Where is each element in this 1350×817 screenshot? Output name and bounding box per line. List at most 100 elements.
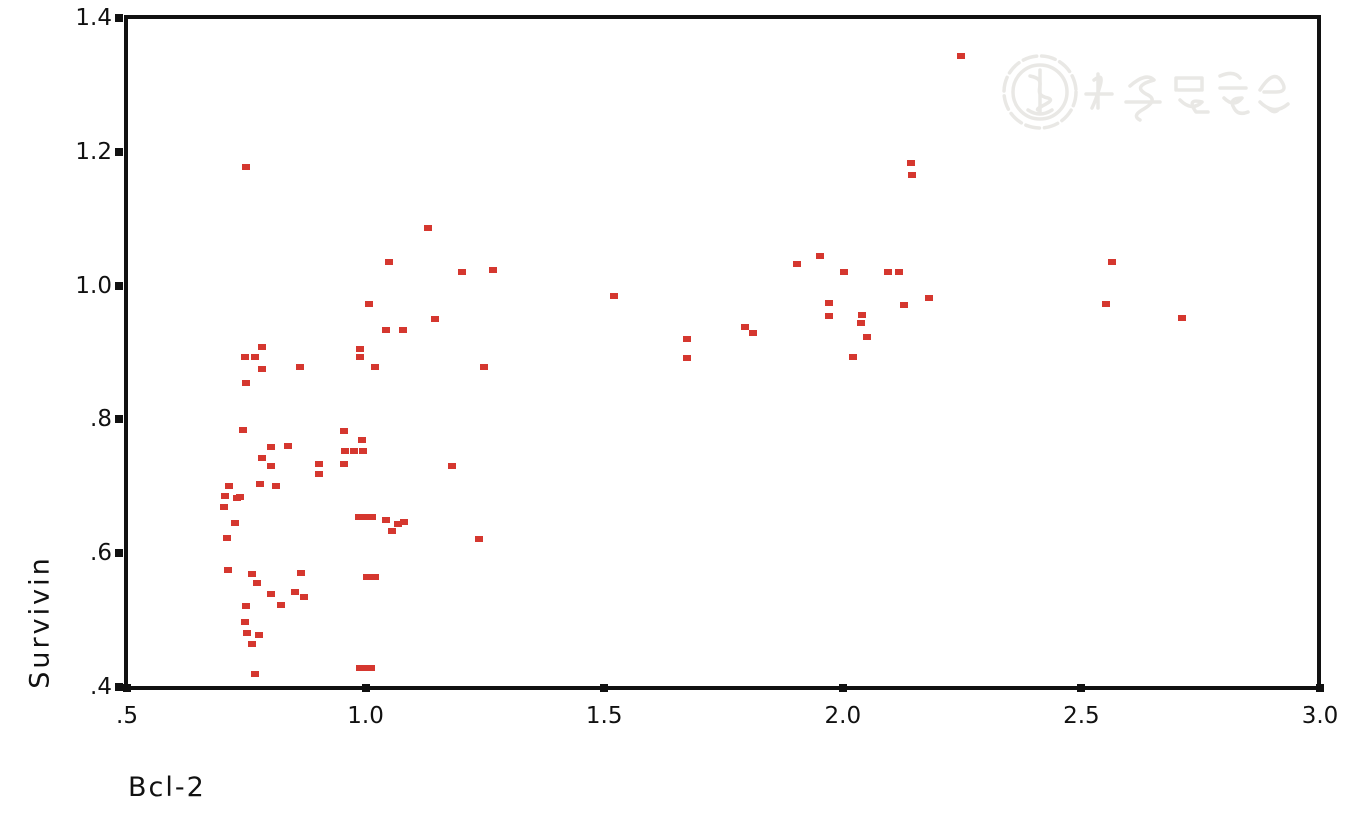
y-tick-mark [115, 14, 123, 22]
data-point [242, 163, 251, 170]
data-point [423, 224, 432, 231]
data-point [243, 629, 252, 636]
watermark-text-strokes [1084, 71, 1290, 122]
data-point [840, 269, 849, 276]
data-point [241, 354, 250, 361]
x-tick-mark [123, 684, 131, 692]
data-point [295, 364, 304, 371]
data-point [251, 670, 260, 677]
plot-area [124, 15, 1321, 690]
data-point [356, 346, 365, 353]
x-tick-mark [838, 684, 847, 692]
data-point [257, 365, 266, 372]
y-axis-title: Survivin [24, 555, 56, 689]
data-point [793, 261, 802, 268]
data-point [223, 567, 232, 574]
data-point [367, 665, 376, 672]
data-point [297, 570, 306, 577]
data-point [741, 324, 750, 331]
data-point [610, 292, 619, 299]
data-point [385, 259, 394, 266]
data-point [300, 593, 309, 600]
x-axis-title: Bcl-2 [128, 772, 206, 803]
data-point [824, 300, 833, 307]
data-point [257, 344, 266, 351]
y-tick-mark [115, 281, 123, 290]
data-point [356, 354, 365, 361]
data-point [242, 603, 251, 610]
watermark [1002, 54, 1290, 130]
x-tick-label: 1.5 [585, 703, 623, 729]
data-point [458, 268, 467, 275]
data-point [221, 492, 230, 499]
data-point [749, 329, 758, 336]
data-point [382, 326, 391, 333]
data-point [381, 516, 390, 523]
y-tick-label: 1.4 [75, 5, 112, 31]
x-tick-label: 3.0 [1301, 703, 1339, 729]
cma-seal-icon [1002, 54, 1078, 130]
y-tick-label: .6 [90, 540, 112, 567]
data-point [272, 482, 281, 489]
data-point [925, 294, 934, 301]
x-tick-label: 2.0 [824, 703, 862, 729]
x-tick-mark [1316, 684, 1324, 692]
x-tick-mark [1077, 684, 1086, 692]
data-point [1101, 300, 1110, 307]
data-point [315, 470, 324, 477]
data-point [223, 534, 232, 541]
data-point [448, 462, 457, 469]
data-point [1108, 259, 1117, 266]
y-tick-mark [115, 415, 123, 424]
data-point [1178, 314, 1187, 321]
data-point [291, 588, 300, 595]
data-point [359, 448, 368, 455]
data-point [489, 266, 498, 273]
data-point [894, 268, 903, 275]
data-point [907, 159, 916, 166]
data-point [370, 364, 379, 371]
data-point [908, 172, 917, 179]
data-point [238, 426, 247, 433]
y-tick-label: .4 [90, 674, 112, 700]
data-point [341, 448, 350, 455]
data-point [284, 443, 293, 450]
data-point [247, 571, 256, 578]
data-point [682, 336, 691, 343]
data-point [251, 354, 260, 361]
data-point [224, 483, 233, 490]
data-point [219, 504, 228, 511]
data-point [241, 618, 250, 625]
y-tick-mark [115, 683, 123, 691]
data-point [340, 461, 349, 468]
data-point [256, 481, 265, 488]
data-point [266, 444, 275, 450]
data-point [247, 641, 256, 648]
data-point [388, 527, 397, 534]
data-point [399, 518, 408, 525]
data-point [824, 312, 833, 319]
y-tick-label: 1.2 [75, 138, 112, 165]
data-point [230, 519, 239, 526]
data-point [956, 52, 965, 59]
x-tick-label: 1.0 [347, 703, 384, 729]
data-point [253, 579, 262, 586]
y-tick-label: .8 [90, 406, 112, 433]
data-point [254, 631, 263, 638]
data-point [340, 427, 349, 434]
data-point [682, 355, 691, 362]
data-point [858, 312, 867, 319]
data-point [233, 494, 242, 501]
data-point [863, 334, 872, 341]
x-tick-label: 2.5 [1063, 703, 1100, 729]
x-tick-label: .5 [116, 703, 138, 729]
data-point [364, 300, 373, 307]
data-point [371, 573, 380, 580]
data-point [266, 591, 275, 598]
data-point [350, 448, 359, 455]
data-point [849, 353, 858, 360]
x-tick-mark [600, 684, 609, 692]
data-point [430, 315, 439, 322]
data-point [242, 379, 251, 386]
